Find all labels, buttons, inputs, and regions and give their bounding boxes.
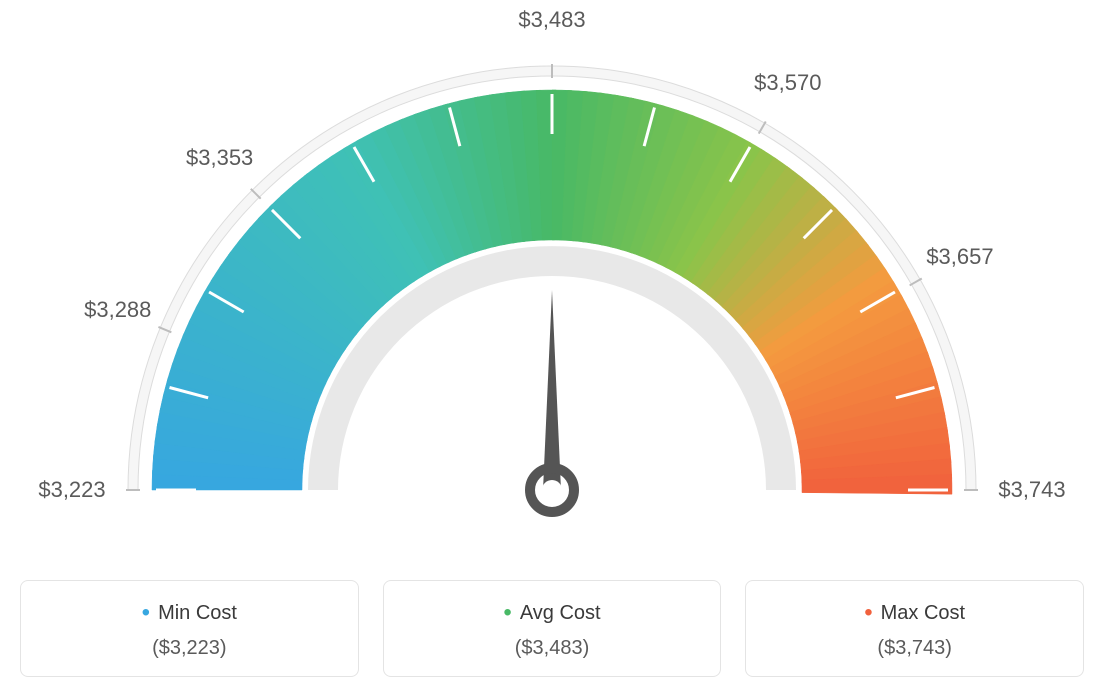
gauge-svg (20, 20, 1084, 560)
legend-avg-card: Avg Cost ($3,483) (383, 580, 722, 677)
legend-max-value: ($3,743) (756, 637, 1073, 660)
legend-min-card: Min Cost ($3,223) (20, 580, 359, 677)
legend-row: Min Cost ($3,223) Avg Cost ($3,483) Max … (20, 580, 1084, 677)
legend-avg-title: Avg Cost (394, 599, 711, 627)
gauge-tick-label: $3,657 (926, 244, 993, 270)
gauge-tick-label: $3,483 (518, 7, 585, 33)
gauge-tick-label: $3,288 (84, 297, 151, 323)
legend-min-value: ($3,223) (31, 637, 348, 660)
legend-avg-value: ($3,483) (394, 637, 711, 660)
gauge-tick-label: $3,223 (38, 477, 105, 503)
gauge-tick-label: $3,353 (186, 145, 253, 171)
cost-gauge: $3,223$3,288$3,353$3,483$3,570$3,657$3,7… (20, 20, 1084, 560)
legend-max-title: Max Cost (756, 599, 1073, 627)
gauge-tick-label: $3,570 (754, 70, 821, 96)
legend-max-card: Max Cost ($3,743) (745, 580, 1084, 677)
legend-min-title: Min Cost (31, 599, 348, 627)
gauge-tick-label: $3,743 (998, 477, 1065, 503)
